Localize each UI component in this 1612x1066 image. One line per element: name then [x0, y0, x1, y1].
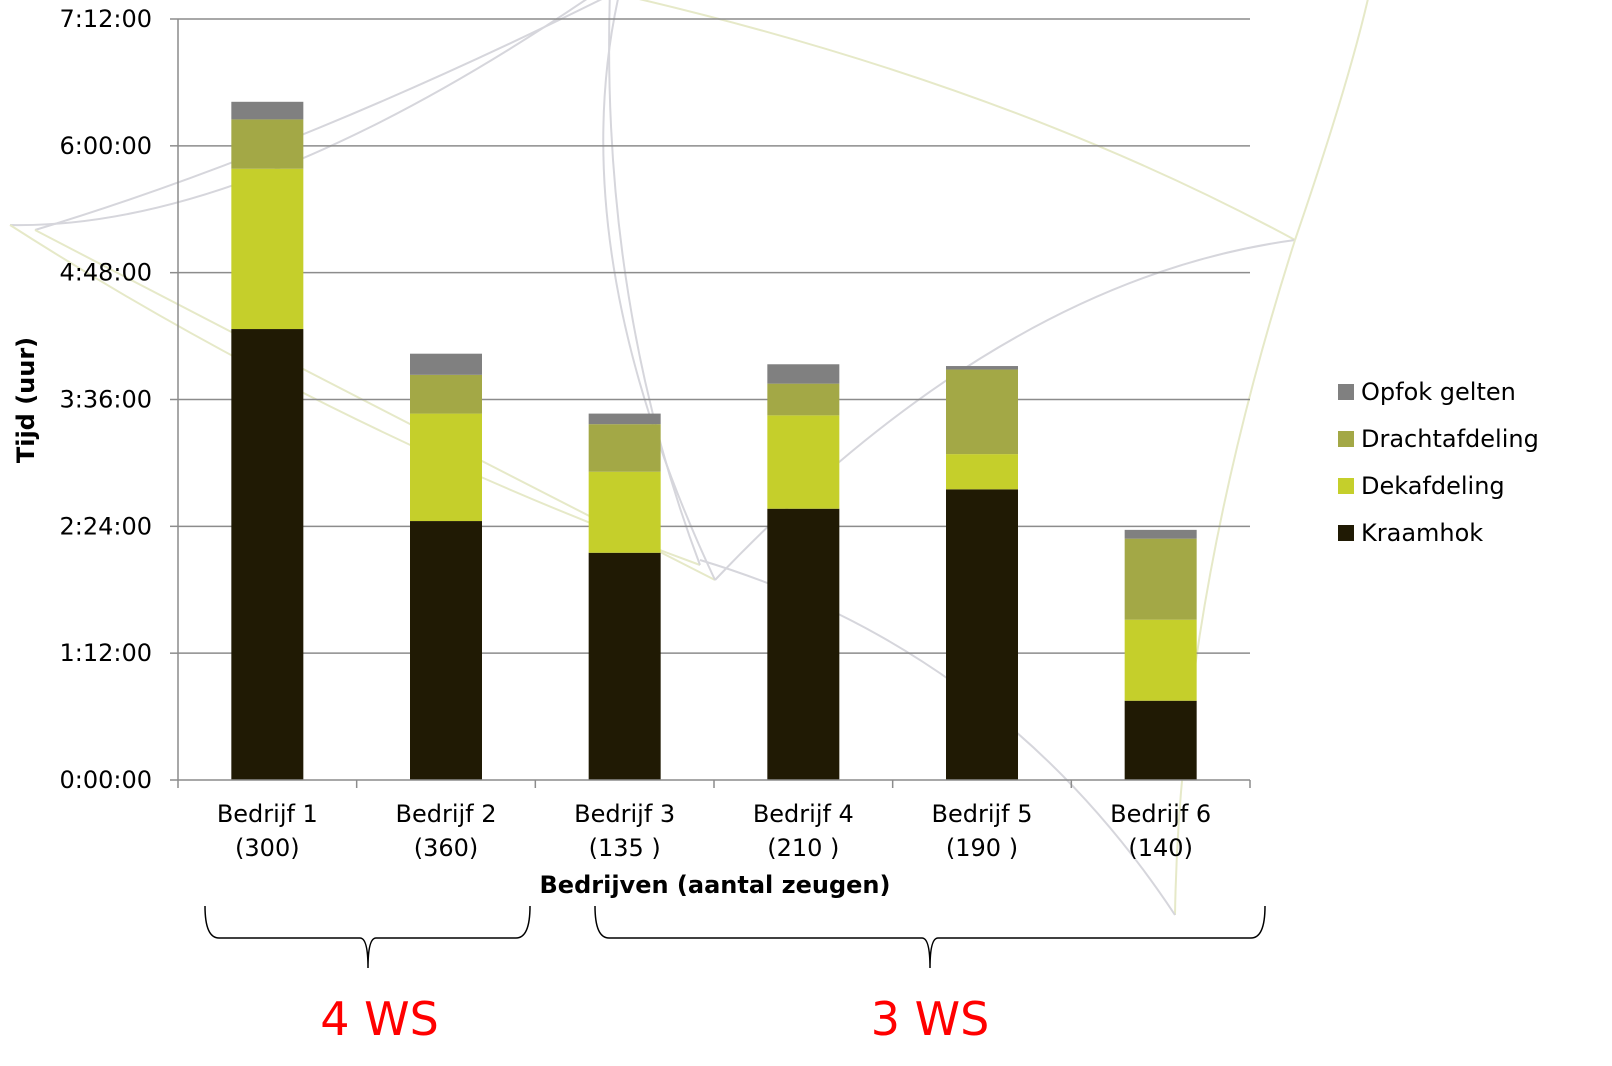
y-tick-label: 3:36:00 — [59, 386, 152, 414]
y-tick-label: 6:00:00 — [59, 132, 152, 160]
x-tick-sublabel: (135 ) — [589, 834, 661, 862]
bar-dekafdeling — [588, 471, 661, 553]
bar-drachtafdeling — [767, 383, 840, 416]
legend-swatch — [1338, 525, 1354, 541]
decor-curve — [638, 0, 1296, 241]
bar-drachtafdeling — [410, 374, 482, 414]
legend-label: Kraamhok — [1361, 519, 1483, 547]
decor-curve — [1174, 239, 1296, 916]
x-tick-sublabel: (360) — [414, 834, 479, 862]
bar-kraamhok — [1124, 700, 1197, 780]
x-axis-title: Bedrijven (aantal zeugen) — [540, 871, 891, 899]
x-tick-sublabel: (210 ) — [767, 834, 839, 862]
x-tick-sublabel: (190 ) — [946, 834, 1018, 862]
x-tick-label: Bedrijf 3 — [574, 800, 675, 828]
bar-drachtafdeling — [588, 424, 661, 472]
y-axis-title: Tijd (uur) — [12, 337, 40, 463]
bar-kraamhok — [946, 489, 1018, 780]
x-tick-label: Bedrijf 5 — [931, 800, 1032, 828]
bar-kraamhok — [410, 521, 482, 780]
y-tick-label: 4:48:00 — [59, 259, 152, 287]
group-brackets: 4 WS 3 WS — [204, 905, 1266, 1046]
group-label: 3 WS — [871, 992, 990, 1046]
bar-kraamhok — [588, 552, 661, 780]
bar-opfok-gelten — [1124, 529, 1197, 539]
group-label: 4 WS — [320, 992, 439, 1046]
legend-swatch — [1338, 478, 1354, 494]
group-bracket — [594, 905, 1266, 969]
bar-opfok-gelten — [946, 366, 1018, 370]
x-tick-label: Bedrijf 2 — [395, 800, 496, 828]
decor-curve — [602, 0, 716, 581]
legend-swatch — [1338, 431, 1354, 447]
x-tick-sublabel: (300) — [235, 834, 300, 862]
bar-opfok-gelten — [767, 364, 840, 384]
legend-swatch — [1338, 384, 1354, 400]
y-tick-labels: 0:00:00 1:12:00 2:24:00 3:36:00 4:48:00 6:00:… — [59, 5, 152, 794]
legend-label: Dekafdeling — [1361, 472, 1505, 500]
bar-dekafdeling — [410, 413, 482, 522]
x-tick-label: Bedrijf 4 — [753, 800, 854, 828]
y-tick-label: 7:12:00 — [59, 5, 152, 33]
gridlines — [170, 18, 1250, 781]
bar-drachtafdeling — [1124, 538, 1197, 620]
decor-curve — [1294, 0, 1369, 241]
decor-curve — [34, 0, 603, 231]
axes — [177, 19, 1251, 788]
legend: Opfok gelten Drachtafdeling Dekafdeling Kra… — [1338, 378, 1539, 547]
x-tick-sublabel: (140) — [1128, 834, 1193, 862]
bar-opfok-gelten — [231, 101, 304, 120]
bar-drachtafdeling — [946, 369, 1018, 455]
x-tick-label: Bedrijf 1 — [217, 800, 318, 828]
bar-dekafdeling — [946, 454, 1018, 490]
bars — [231, 101, 1197, 780]
bar-kraamhok — [767, 508, 840, 780]
bar-drachtafdeling — [231, 119, 304, 169]
x-tick-labels: Bedrijf 1 (300) Bedrijf 2 (360) Bedrijf 3 (13… — [217, 800, 1211, 862]
decor-curve — [9, 0, 588, 227]
bar-opfok-gelten — [410, 353, 482, 375]
bar-dekafdeling — [231, 168, 304, 330]
y-tick-label: 0:00:00 — [59, 766, 152, 794]
bar-dekafdeling — [767, 415, 840, 509]
x-tick-label: Bedrijf 6 — [1110, 800, 1211, 828]
y-tick-label: 1:12:00 — [59, 639, 152, 667]
bar-kraamhok — [231, 329, 304, 780]
group-bracket — [204, 905, 531, 969]
y-tick-label: 2:24:00 — [59, 512, 152, 540]
decor-curve — [608, 0, 701, 566]
bar-dekafdeling — [1124, 619, 1197, 701]
legend-label: Opfok gelten — [1361, 378, 1516, 406]
bar-opfok-gelten — [588, 413, 661, 425]
legend-label: Drachtafdeling — [1361, 425, 1539, 453]
